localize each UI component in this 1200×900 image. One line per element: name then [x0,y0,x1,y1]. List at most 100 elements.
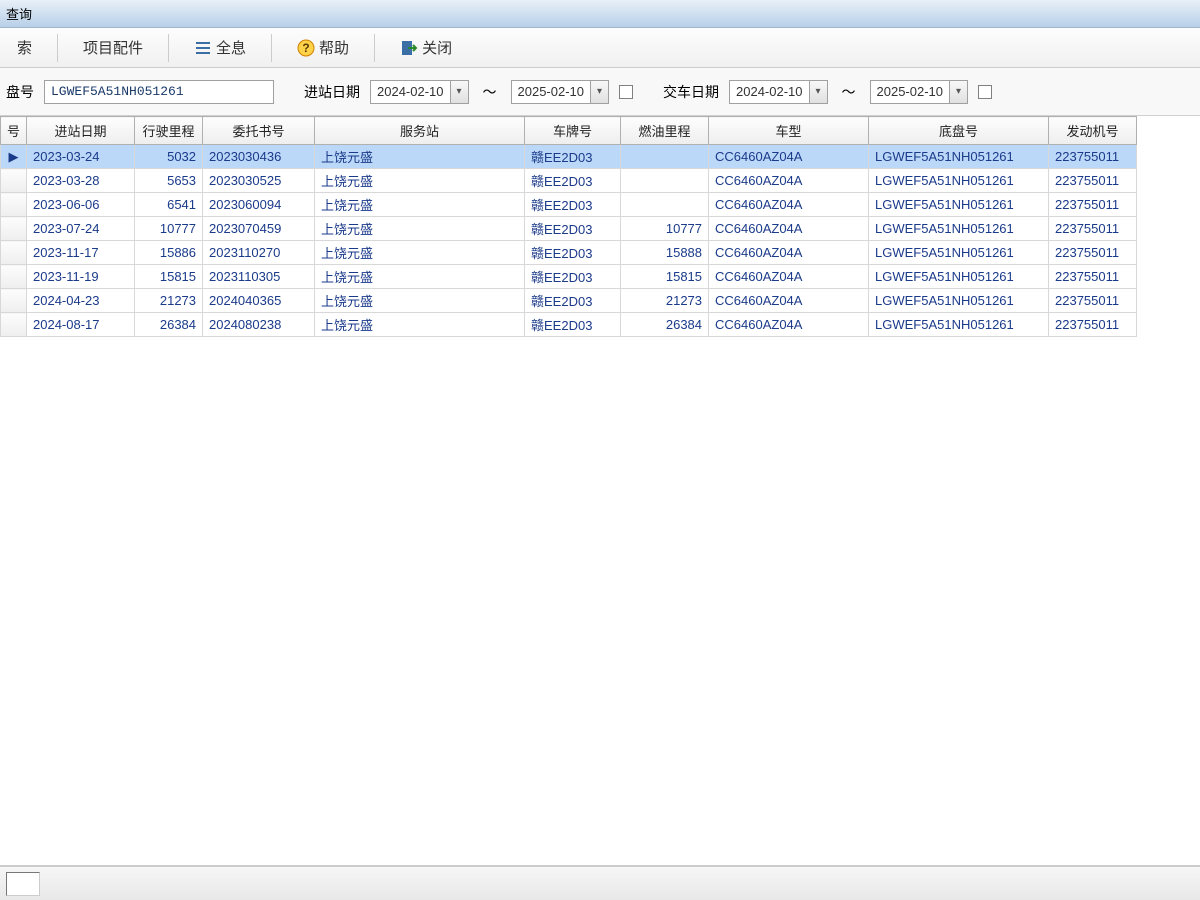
window-titlebar: 查询 [0,0,1200,28]
in-date-enable-checkbox[interactable] [619,85,633,99]
row-indicator [1,313,27,337]
table-row[interactable]: 2023-11-19158152023110305上饶元盛赣EE2D031581… [1,265,1137,289]
column-header-engine[interactable]: 发动机号 [1049,117,1137,145]
column-header-chassis[interactable]: 底盘号 [869,117,1049,145]
cell-engine: 223755011 [1049,241,1137,265]
cell-mileage: 26384 [135,313,203,337]
cell-station: 上饶元盛 [315,193,525,217]
row-indicator [1,193,27,217]
column-header-row_ind[interactable]: 号 [1,117,27,145]
filter-bar: 盘号 进站日期 2024-02-10 ～ 2025-02-10 交车日期 202… [0,68,1200,116]
cell-model: CC6460AZ04A [709,193,869,217]
cell-chassis: LGWEF5A51NH051261 [869,265,1049,289]
cell-fuel_mi: 15815 [621,265,709,289]
cell-chassis: LGWEF5A51NH051261 [869,313,1049,337]
table-row[interactable]: 2024-08-17263842024080238上饶元盛赣EE2D032638… [1,313,1137,337]
cell-mileage: 5653 [135,169,203,193]
cell-fuel_mi: 21273 [621,289,709,313]
search-button[interactable]: 索 [6,32,43,63]
status-bar [0,866,1200,900]
cell-in_date: 2023-11-19 [27,265,135,289]
table-row[interactable]: 2023-11-17158862023110270上饶元盛赣EE2D031588… [1,241,1137,265]
date-value: 2024-02-10 [730,84,809,99]
cell-order_no: 2023110305 [203,265,315,289]
cell-in_date: 2023-06-06 [27,193,135,217]
table-row[interactable]: 2023-03-2856532023030525上饶元盛赣EE2D03CC646… [1,169,1137,193]
cell-engine: 223755011 [1049,313,1137,337]
toolbar-label: 帮助 [319,37,349,58]
cell-in_date: 2023-03-24 [27,145,135,169]
cell-mileage: 6541 [135,193,203,217]
toolbar-label: 全息 [216,37,246,58]
column-header-mileage[interactable]: 行驶里程 [135,117,203,145]
cell-plate: 赣EE2D03 [525,289,621,313]
table-row[interactable]: ▶2023-03-2450322023030436上饶元盛赣EE2D03CC64… [1,145,1137,169]
cell-mileage: 15815 [135,265,203,289]
chevron-down-icon[interactable] [590,81,608,103]
cell-mileage: 10777 [135,217,203,241]
cell-fuel_mi [621,145,709,169]
deliver-date-to-picker[interactable]: 2025-02-10 [870,80,969,104]
chevron-down-icon[interactable] [450,81,468,103]
column-header-fuel_mi[interactable]: 燃油里程 [621,117,709,145]
chevron-down-icon[interactable] [809,81,827,103]
cell-plate: 赣EE2D03 [525,313,621,337]
column-header-station[interactable]: 服务站 [315,117,525,145]
table-row[interactable]: 2023-06-0665412023060094上饶元盛赣EE2D03CC646… [1,193,1137,217]
deliver-date-enable-checkbox[interactable] [978,85,992,99]
in-date-from-picker[interactable]: 2024-02-10 [370,80,469,104]
cell-chassis: LGWEF5A51NH051261 [869,193,1049,217]
project-parts-button[interactable]: 项目配件 [72,32,154,63]
table-row[interactable]: 2023-07-24107772023070459上饶元盛赣EE2D031077… [1,217,1137,241]
row-indicator [1,169,27,193]
results-grid-wrap[interactable]: 号进站日期行驶里程委托书号服务站车牌号燃油里程车型底盘号发动机号 ▶2023-0… [0,116,1200,866]
cell-mileage: 21273 [135,289,203,313]
cell-plate: 赣EE2D03 [525,217,621,241]
cell-station: 上饶元盛 [315,313,525,337]
cell-order_no: 2023030525 [203,169,315,193]
cell-order_no: 2023110270 [203,241,315,265]
cell-engine: 223755011 [1049,145,1137,169]
chevron-down-icon[interactable] [949,81,967,103]
column-header-in_date[interactable]: 进站日期 [27,117,135,145]
cell-in_date: 2023-03-28 [27,169,135,193]
cell-in_date: 2023-11-17 [27,241,135,265]
cell-engine: 223755011 [1049,217,1137,241]
cell-mileage: 15886 [135,241,203,265]
toolbar-label: 项目配件 [83,37,143,58]
cell-fuel_mi: 26384 [621,313,709,337]
toolbar-separator [57,34,58,62]
row-indicator [1,241,27,265]
cell-model: CC6460AZ04A [709,217,869,241]
cell-plate: 赣EE2D03 [525,265,621,289]
toolbar-separator [271,34,272,62]
chassis-input[interactable] [44,80,274,104]
date-value: 2025-02-10 [871,84,950,99]
row-indicator [1,265,27,289]
in-date-label: 进站日期 [304,82,360,102]
holo-button[interactable]: 全息 [183,32,257,63]
row-indicator [1,289,27,313]
row-indicator [1,217,27,241]
deliver-date-label: 交车日期 [663,82,719,102]
column-header-model[interactable]: 车型 [709,117,869,145]
cell-model: CC6460AZ04A [709,289,869,313]
cell-chassis: LGWEF5A51NH051261 [869,169,1049,193]
cell-model: CC6460AZ04A [709,313,869,337]
cell-model: CC6460AZ04A [709,169,869,193]
help-button[interactable]: ? 帮助 [286,32,360,63]
cell-model: CC6460AZ04A [709,145,869,169]
close-button[interactable]: 关闭 [389,32,463,63]
deliver-date-from-picker[interactable]: 2024-02-10 [729,80,828,104]
cell-station: 上饶元盛 [315,217,525,241]
toolbar-separator [374,34,375,62]
column-header-plate[interactable]: 车牌号 [525,117,621,145]
status-cell [6,872,40,896]
cell-fuel_mi: 10777 [621,217,709,241]
column-header-order_no[interactable]: 委托书号 [203,117,315,145]
in-date-to-picker[interactable]: 2025-02-10 [511,80,610,104]
table-row[interactable]: 2024-04-23212732024040365上饶元盛赣EE2D032127… [1,289,1137,313]
window-title: 查询 [6,4,32,23]
cell-station: 上饶元盛 [315,145,525,169]
results-grid[interactable]: 号进站日期行驶里程委托书号服务站车牌号燃油里程车型底盘号发动机号 ▶2023-0… [0,116,1137,337]
